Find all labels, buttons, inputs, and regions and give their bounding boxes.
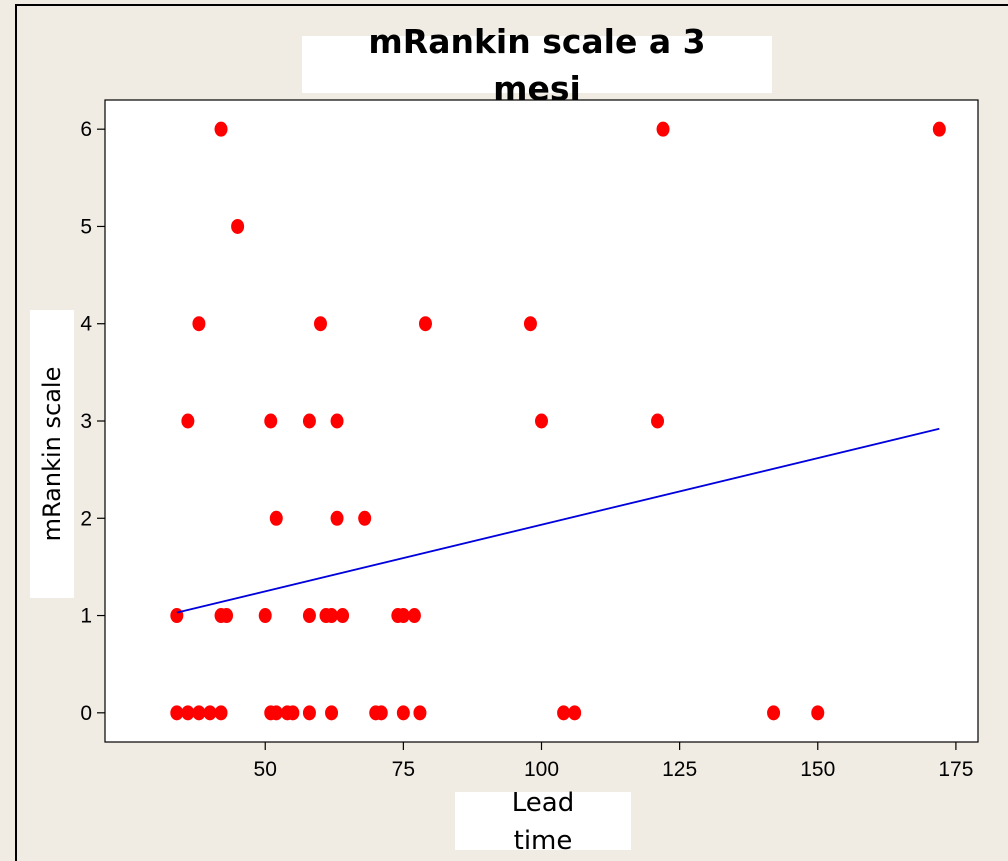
data-point <box>170 608 184 624</box>
data-point <box>302 608 316 624</box>
data-point <box>313 316 327 332</box>
y-tick-label: 0 <box>80 702 92 725</box>
data-point <box>170 705 184 721</box>
data-point <box>656 121 670 137</box>
data-point <box>396 705 410 721</box>
data-point <box>302 413 316 429</box>
x-axis-label-background <box>455 792 631 850</box>
data-point <box>231 218 245 234</box>
data-point <box>269 510 283 526</box>
x-tick-label: 175 <box>938 758 973 781</box>
data-point <box>330 510 344 526</box>
data-point <box>330 413 344 429</box>
data-point <box>325 705 339 721</box>
x-tick-label: 75 <box>392 758 415 781</box>
x-axis: 50 75 100 125 150 175 <box>254 742 973 781</box>
data-point <box>523 316 537 332</box>
y-axis-label-background <box>30 310 74 598</box>
data-point <box>192 705 206 721</box>
data-point <box>258 608 272 624</box>
y-tick-label: 4 <box>80 313 92 336</box>
data-point <box>203 705 217 721</box>
chart-title: mRankin scale a 3 mesi <box>302 18 772 112</box>
x-axis-label: Lead time <box>455 784 631 860</box>
title-background <box>302 36 772 93</box>
data-point <box>214 121 228 137</box>
x-axis-label-line-1: Lead <box>511 788 575 818</box>
data-point <box>336 608 350 624</box>
data-point <box>264 413 278 429</box>
data-point <box>811 705 825 721</box>
chart-title-line-2: mesi <box>493 69 581 108</box>
data-point <box>374 705 388 721</box>
fit-line-group <box>176 427 940 614</box>
x-tick-label: 150 <box>800 758 835 781</box>
chart-title-line-1: mRankin scale a 3 <box>368 22 706 61</box>
data-point <box>220 608 234 624</box>
y-axis-label: mRankin scale <box>38 366 66 542</box>
data-point <box>932 121 946 137</box>
data-point <box>269 705 283 721</box>
data-point <box>651 413 665 429</box>
data-point <box>413 705 427 721</box>
y-tick-label: 1 <box>80 605 92 628</box>
y-tick-label: 5 <box>80 215 92 238</box>
data-point <box>214 705 228 721</box>
data-point <box>302 705 316 721</box>
data-point <box>535 413 548 429</box>
data-point <box>325 608 339 624</box>
data-point <box>192 316 206 332</box>
data-point <box>568 705 582 721</box>
x-tick-label: 50 <box>254 758 277 781</box>
y-tick-label: 3 <box>80 410 92 433</box>
x-axis-label-line-2: time <box>513 826 573 856</box>
data-points <box>170 121 946 721</box>
data-point <box>181 413 195 429</box>
data-point <box>557 705 571 721</box>
x-tick-label: 125 <box>662 758 697 781</box>
x-tick-label: 100 <box>524 758 559 781</box>
data-point <box>286 705 300 721</box>
y-axis: 0 1 2 3 4 5 6 <box>80 118 105 725</box>
data-point <box>396 608 410 624</box>
y-tick-label: 6 <box>80 118 92 141</box>
data-point <box>358 510 372 526</box>
data-point <box>418 316 432 332</box>
data-point <box>181 705 195 721</box>
chart-frame <box>15 4 1008 861</box>
data-point <box>407 608 421 624</box>
fit-line <box>176 427 940 614</box>
data-point <box>767 705 781 721</box>
y-tick-label: 2 <box>80 507 92 530</box>
